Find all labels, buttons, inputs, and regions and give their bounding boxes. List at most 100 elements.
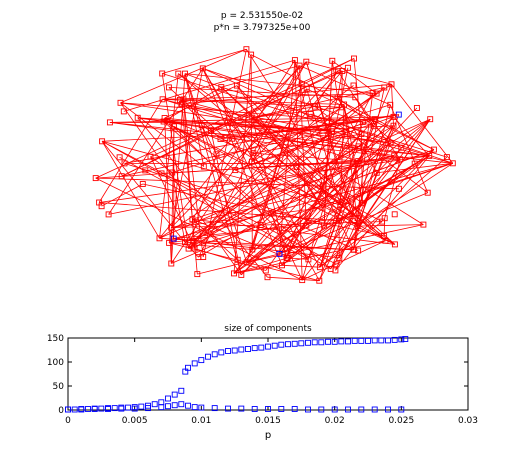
network-edge bbox=[168, 87, 226, 139]
network-node bbox=[443, 154, 450, 161]
network-edge bbox=[330, 118, 431, 270]
network-node bbox=[334, 94, 341, 101]
network-edge bbox=[159, 65, 300, 239]
network-node bbox=[358, 131, 365, 137]
network-node bbox=[106, 119, 113, 126]
network-node bbox=[194, 271, 201, 278]
data-point bbox=[191, 404, 198, 411]
data-point bbox=[65, 406, 71, 413]
network-edge bbox=[184, 73, 205, 167]
network-edge bbox=[95, 177, 303, 281]
network-node bbox=[390, 113, 397, 120]
network-edge bbox=[120, 102, 205, 167]
network-node bbox=[198, 122, 205, 129]
components-plot: size of components 0 0.005 0.01 0.015 0.02 0.… bbox=[47, 324, 478, 441]
network-node bbox=[420, 221, 427, 228]
data-point bbox=[278, 406, 285, 412]
data-point bbox=[118, 405, 125, 412]
network-edge bbox=[173, 162, 453, 239]
network-node bbox=[159, 96, 166, 103]
network-node bbox=[332, 267, 339, 274]
data-point bbox=[191, 360, 198, 367]
network-node bbox=[234, 256, 241, 263]
data-point bbox=[305, 406, 311, 413]
network-node bbox=[160, 118, 167, 125]
data-point bbox=[158, 404, 165, 411]
network-node bbox=[176, 96, 183, 103]
network-edge bbox=[120, 102, 242, 276]
network-edge bbox=[357, 224, 424, 227]
network-node bbox=[169, 169, 176, 176]
network-node bbox=[117, 99, 124, 106]
x-tick-label: 0.025 bbox=[388, 416, 414, 426]
network-node bbox=[381, 233, 388, 240]
network-node bbox=[337, 201, 344, 208]
data-point bbox=[178, 387, 185, 394]
network-node bbox=[381, 84, 388, 91]
network-node bbox=[351, 55, 357, 62]
network-edge bbox=[267, 276, 320, 282]
data-point bbox=[238, 405, 245, 412]
network-edge bbox=[306, 155, 430, 226]
data-point bbox=[225, 348, 231, 354]
network-edge bbox=[101, 183, 143, 207]
data-point bbox=[165, 395, 171, 402]
network-node bbox=[264, 274, 271, 281]
network-node bbox=[299, 277, 306, 284]
network-node bbox=[303, 58, 310, 65]
data-point bbox=[71, 406, 78, 413]
network-edge bbox=[197, 253, 280, 275]
network-edge bbox=[109, 122, 226, 139]
network-edge bbox=[137, 117, 395, 156]
network-node bbox=[116, 154, 123, 161]
network-node bbox=[276, 250, 283, 257]
data-point bbox=[345, 406, 351, 413]
network-edge bbox=[109, 122, 430, 157]
network-edge bbox=[253, 152, 383, 222]
network-edge bbox=[294, 60, 303, 281]
network-node bbox=[165, 84, 172, 91]
network-nodes bbox=[92, 46, 456, 284]
network-edge bbox=[178, 73, 358, 227]
network-node bbox=[92, 175, 99, 182]
data-point bbox=[318, 406, 325, 413]
x-axis-label: p bbox=[265, 430, 271, 441]
network-edge bbox=[101, 141, 160, 239]
network-edge bbox=[251, 106, 342, 163]
network-node bbox=[182, 239, 188, 246]
network-edge bbox=[124, 114, 399, 164]
network-node bbox=[430, 146, 437, 153]
data-point bbox=[378, 337, 385, 344]
network-edge bbox=[332, 60, 377, 94]
data-point bbox=[238, 346, 245, 353]
network-node bbox=[354, 215, 361, 222]
network-node bbox=[305, 256, 312, 263]
network-edge bbox=[184, 73, 373, 94]
data-point bbox=[291, 340, 298, 347]
network-edge bbox=[188, 70, 343, 249]
network-edge bbox=[184, 73, 222, 88]
data-point bbox=[278, 341, 285, 348]
network-node bbox=[134, 114, 141, 121]
network-node bbox=[339, 68, 346, 74]
network-node bbox=[208, 128, 214, 134]
network-node bbox=[99, 138, 106, 145]
network-edge bbox=[331, 130, 453, 164]
data-point bbox=[85, 406, 91, 412]
network-node bbox=[321, 222, 328, 229]
x-tick-label: 0.015 bbox=[255, 416, 281, 426]
network-edge bbox=[389, 104, 429, 193]
network-node bbox=[249, 246, 256, 253]
network-node bbox=[359, 200, 366, 207]
network-node bbox=[334, 68, 341, 75]
network-edge bbox=[178, 73, 363, 204]
network-node bbox=[397, 156, 404, 163]
network-node bbox=[118, 173, 125, 180]
network-edge bbox=[358, 116, 394, 147]
network-node bbox=[121, 160, 128, 167]
network-node bbox=[190, 238, 197, 245]
network-node bbox=[449, 160, 456, 167]
network-node bbox=[391, 211, 398, 218]
data-point bbox=[78, 406, 85, 413]
data-point bbox=[105, 406, 111, 412]
